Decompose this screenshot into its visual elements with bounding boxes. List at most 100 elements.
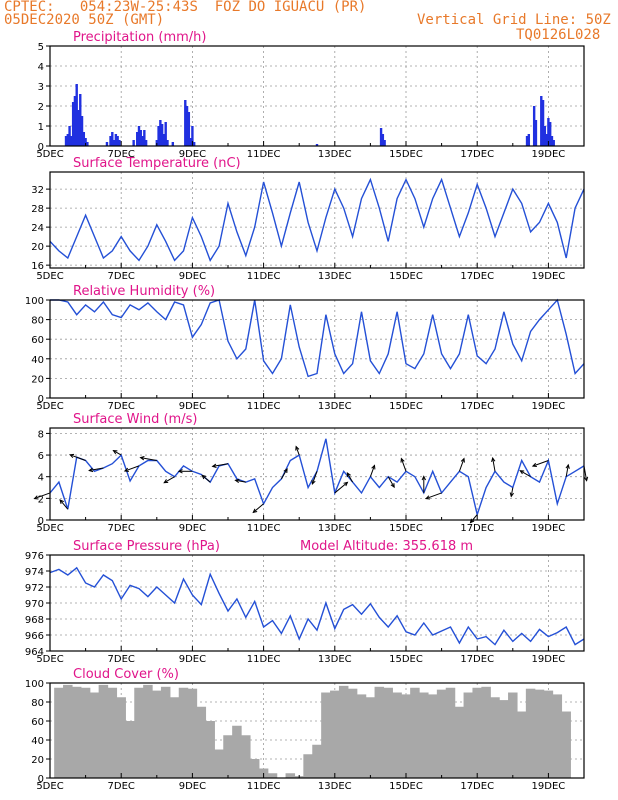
pres-xtick-label: 7DEC bbox=[108, 654, 135, 665]
cloud-bar bbox=[232, 725, 242, 778]
wind-arrowhead bbox=[88, 467, 94, 473]
precip-bar bbox=[144, 140, 148, 146]
precip-xtick-label: 5DEC bbox=[36, 149, 63, 160]
wind-xtick-label: 5DEC bbox=[36, 523, 63, 534]
precip-bar bbox=[379, 128, 383, 146]
cloud-bar bbox=[241, 735, 251, 778]
temp-xtick-label: 17DEC bbox=[460, 271, 494, 282]
precip-xtick-label: 11DEC bbox=[247, 149, 281, 160]
cloud-ytick-label: 100 bbox=[25, 679, 44, 690]
wind-arrowhead bbox=[390, 483, 395, 489]
wind-arrow bbox=[201, 474, 211, 483]
wind-arrow bbox=[295, 446, 300, 456]
precip-xtick-label: 7DEC bbox=[108, 149, 135, 160]
cloud-bar bbox=[205, 721, 215, 778]
cloud-bar bbox=[516, 711, 527, 778]
wind-xtick-label: 15DEC bbox=[389, 523, 423, 534]
wind-arrow bbox=[369, 465, 375, 477]
rh-line bbox=[50, 298, 585, 378]
cloud-bar bbox=[561, 711, 571, 778]
precip-bar bbox=[68, 126, 71, 146]
cloud-frame bbox=[49, 682, 585, 779]
wind-arrowhead bbox=[421, 475, 426, 481]
wind-arrow bbox=[334, 481, 348, 494]
cloud-bar bbox=[481, 686, 491, 778]
panel-temp: Surface Temperature (nC) 16 20 24 28 32 5DEC 7D… bbox=[31, 156, 585, 282]
precip-bar bbox=[383, 140, 386, 146]
precip-frame bbox=[49, 45, 585, 147]
temp-xtick-label: 5DEC bbox=[36, 271, 63, 282]
wind-xtick-label: 7DEC bbox=[108, 523, 135, 534]
temp-xtick-label: 9DEC bbox=[179, 271, 206, 282]
cloud-xtick-label: 9DEC bbox=[179, 781, 206, 792]
cloud-ytick-label: 60 bbox=[31, 717, 44, 728]
wind-arrowhead bbox=[311, 479, 316, 486]
wind-arrow bbox=[470, 514, 478, 523]
precip-ytick-label: 2 bbox=[38, 102, 44, 113]
wind-arrow bbox=[311, 471, 318, 485]
wind-xtick-label: 11DEC bbox=[247, 523, 281, 534]
wind-arrowhead bbox=[509, 492, 514, 498]
cloud-xtick-label: 11DEC bbox=[247, 781, 281, 792]
precip-bar bbox=[184, 100, 187, 146]
wind-arrow bbox=[113, 450, 122, 456]
wind-arrowhead bbox=[295, 445, 300, 451]
precip-bar bbox=[191, 126, 194, 146]
wind-arrowhead bbox=[371, 464, 376, 470]
wind-arrowhead bbox=[400, 457, 405, 463]
rh-xtick-label: 5DEC bbox=[36, 401, 63, 412]
header-source-label: CPTEC: bbox=[4, 0, 55, 15]
pres-ytick-label: 966 bbox=[25, 631, 44, 642]
pres-line bbox=[49, 566, 585, 646]
rh-xtick-label: 9DEC bbox=[179, 401, 206, 412]
cloud-bar bbox=[303, 754, 313, 778]
cloud-bar bbox=[249, 759, 260, 778]
cloud-bar bbox=[267, 773, 278, 778]
precip-bar bbox=[111, 132, 114, 146]
wind-arrowhead bbox=[491, 456, 496, 462]
wind-arrow bbox=[140, 457, 157, 461]
rh-ytick-label: 80 bbox=[31, 316, 44, 327]
wind-arrowhead bbox=[59, 499, 64, 504]
header-date: 05DEC2020 50Z (GMT) bbox=[4, 12, 165, 28]
cloud-xtick-label: 13DEC bbox=[318, 781, 352, 792]
cloud-bar bbox=[98, 684, 109, 778]
pres-ytick-label: 976 bbox=[25, 551, 44, 562]
wind-arrowhead bbox=[565, 463, 570, 469]
rh-ytick-label: 100 bbox=[25, 296, 44, 307]
precip-bar bbox=[116, 136, 119, 146]
cloud-ytick-label: 80 bbox=[31, 698, 44, 709]
wind-arrow bbox=[458, 458, 465, 472]
pres-xtick-label: 17DEC bbox=[460, 654, 494, 665]
cloud-bar bbox=[419, 692, 429, 778]
wind-arrowhead bbox=[112, 449, 118, 455]
precip-bar bbox=[86, 142, 89, 146]
wind-arrow bbox=[235, 479, 246, 483]
pres-ytick-label: 972 bbox=[25, 583, 44, 594]
wind-arrow bbox=[400, 458, 407, 472]
cloud-bar bbox=[89, 692, 100, 778]
cloud-bar bbox=[187, 688, 198, 778]
cloud-bar bbox=[410, 687, 420, 778]
rh-title: Relative Humidity (%) bbox=[73, 284, 215, 299]
precip-bar bbox=[160, 124, 164, 146]
panel-cloud: Cloud Cover (%) 0 20 40 60 80 100 5DEC 7DEC 9DEC 1… bbox=[25, 667, 585, 792]
cloud-bar bbox=[196, 706, 207, 778]
cloud-bar bbox=[490, 697, 500, 778]
precip-ytick-label: 4 bbox=[38, 62, 44, 73]
cloud-xtick-label: 15DEC bbox=[389, 781, 423, 792]
temp-frame bbox=[49, 171, 585, 269]
cloud-bar bbox=[463, 692, 474, 778]
wind-arrow bbox=[519, 470, 531, 478]
precip-bar bbox=[315, 144, 319, 146]
cloud-ytick-label: 40 bbox=[31, 736, 44, 747]
rh-xtick-label: 17DEC bbox=[460, 401, 494, 412]
rh-xtick-label: 11DEC bbox=[247, 401, 281, 412]
cloud-bar bbox=[116, 697, 126, 778]
wind-title: Surface Wind (m/s) bbox=[73, 412, 197, 427]
wind-xtick-label: 13DEC bbox=[318, 523, 352, 534]
rh-frame bbox=[49, 299, 585, 399]
wind-arrow bbox=[124, 465, 140, 472]
wind-arrow bbox=[163, 476, 175, 484]
